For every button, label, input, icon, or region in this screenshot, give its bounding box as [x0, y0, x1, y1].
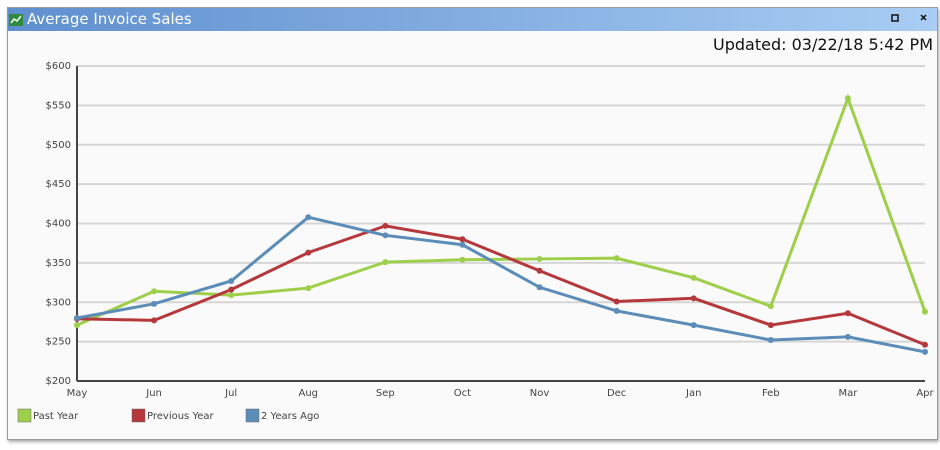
updated-time: Updated: 03/22/18 5:42 PM [713, 35, 933, 54]
x-tick-label: May [67, 388, 88, 399]
window-buttons [891, 14, 927, 22]
data-point [459, 241, 466, 248]
data-point [690, 322, 697, 329]
y-tick-label: $250 [46, 337, 71, 348]
legend-swatch [131, 408, 146, 423]
x-tick-label: Nov [530, 388, 550, 399]
y-tick-label: $350 [46, 258, 71, 269]
data-point [690, 295, 697, 302]
x-tick-label: Aug [299, 388, 319, 399]
legend-swatch [17, 408, 32, 423]
data-point [459, 256, 466, 263]
data-point [844, 95, 851, 102]
x-tick-label: Sep [376, 388, 395, 399]
legend-swatch [245, 408, 260, 423]
x-tick-label: Mar [838, 388, 858, 399]
data-point [305, 285, 312, 292]
series-line [76, 224, 926, 347]
y-tick-label: $200 [46, 376, 71, 387]
data-point [228, 277, 235, 284]
chart-icon [9, 14, 23, 26]
data-point [844, 310, 851, 317]
title-bar: Average Invoice Sales [8, 8, 937, 31]
data-point [613, 307, 620, 314]
data-point [536, 255, 543, 262]
data-point [305, 214, 312, 221]
data-point [922, 308, 928, 315]
data-point [382, 232, 389, 239]
x-tick-label: Jul [224, 388, 237, 399]
data-point [613, 298, 620, 305]
close-button[interactable] [920, 14, 927, 21]
data-point [151, 300, 158, 307]
y-tick-label: $400 [46, 219, 71, 230]
data-point [690, 274, 697, 281]
data-point [151, 317, 158, 324]
window-title: Average Invoice Sales [27, 10, 192, 28]
x-tick-label: Feb [762, 388, 780, 399]
x-tick-label: Oct [454, 388, 471, 399]
data-point [459, 236, 466, 243]
y-tick-label: $450 [46, 179, 71, 190]
x-tick-label: Jan [685, 388, 701, 399]
data-point [844, 333, 851, 340]
data-point [767, 337, 774, 344]
legend-label: Previous Year [147, 411, 215, 422]
data-point [536, 284, 543, 291]
y-tick-label: $500 [46, 140, 71, 151]
data-point [613, 255, 620, 262]
data-point [382, 259, 389, 266]
data-point [922, 348, 928, 355]
data-point [151, 288, 158, 295]
data-point [767, 303, 774, 310]
legend-label: Past Year [33, 411, 79, 422]
x-tick-label: Apr [916, 388, 934, 399]
data-point [74, 315, 80, 321]
series-line [76, 93, 927, 327]
y-tick-label: $600 [46, 61, 71, 72]
data-point [767, 322, 774, 329]
x-tick-label: Jun [145, 388, 162, 399]
data-point [382, 222, 389, 229]
y-tick-label: $550 [46, 100, 71, 111]
y-tick-label: $300 [46, 297, 71, 308]
data-point [922, 341, 928, 348]
data-point [228, 286, 235, 293]
minimize-button[interactable] [891, 14, 899, 22]
data-point [536, 267, 543, 274]
legend-label: 2 Years Ago [261, 411, 319, 422]
data-point [305, 249, 312, 256]
data-point [228, 292, 235, 299]
series-line [76, 215, 926, 354]
x-tick-label: Dec [607, 388, 626, 399]
data-point [74, 322, 80, 329]
